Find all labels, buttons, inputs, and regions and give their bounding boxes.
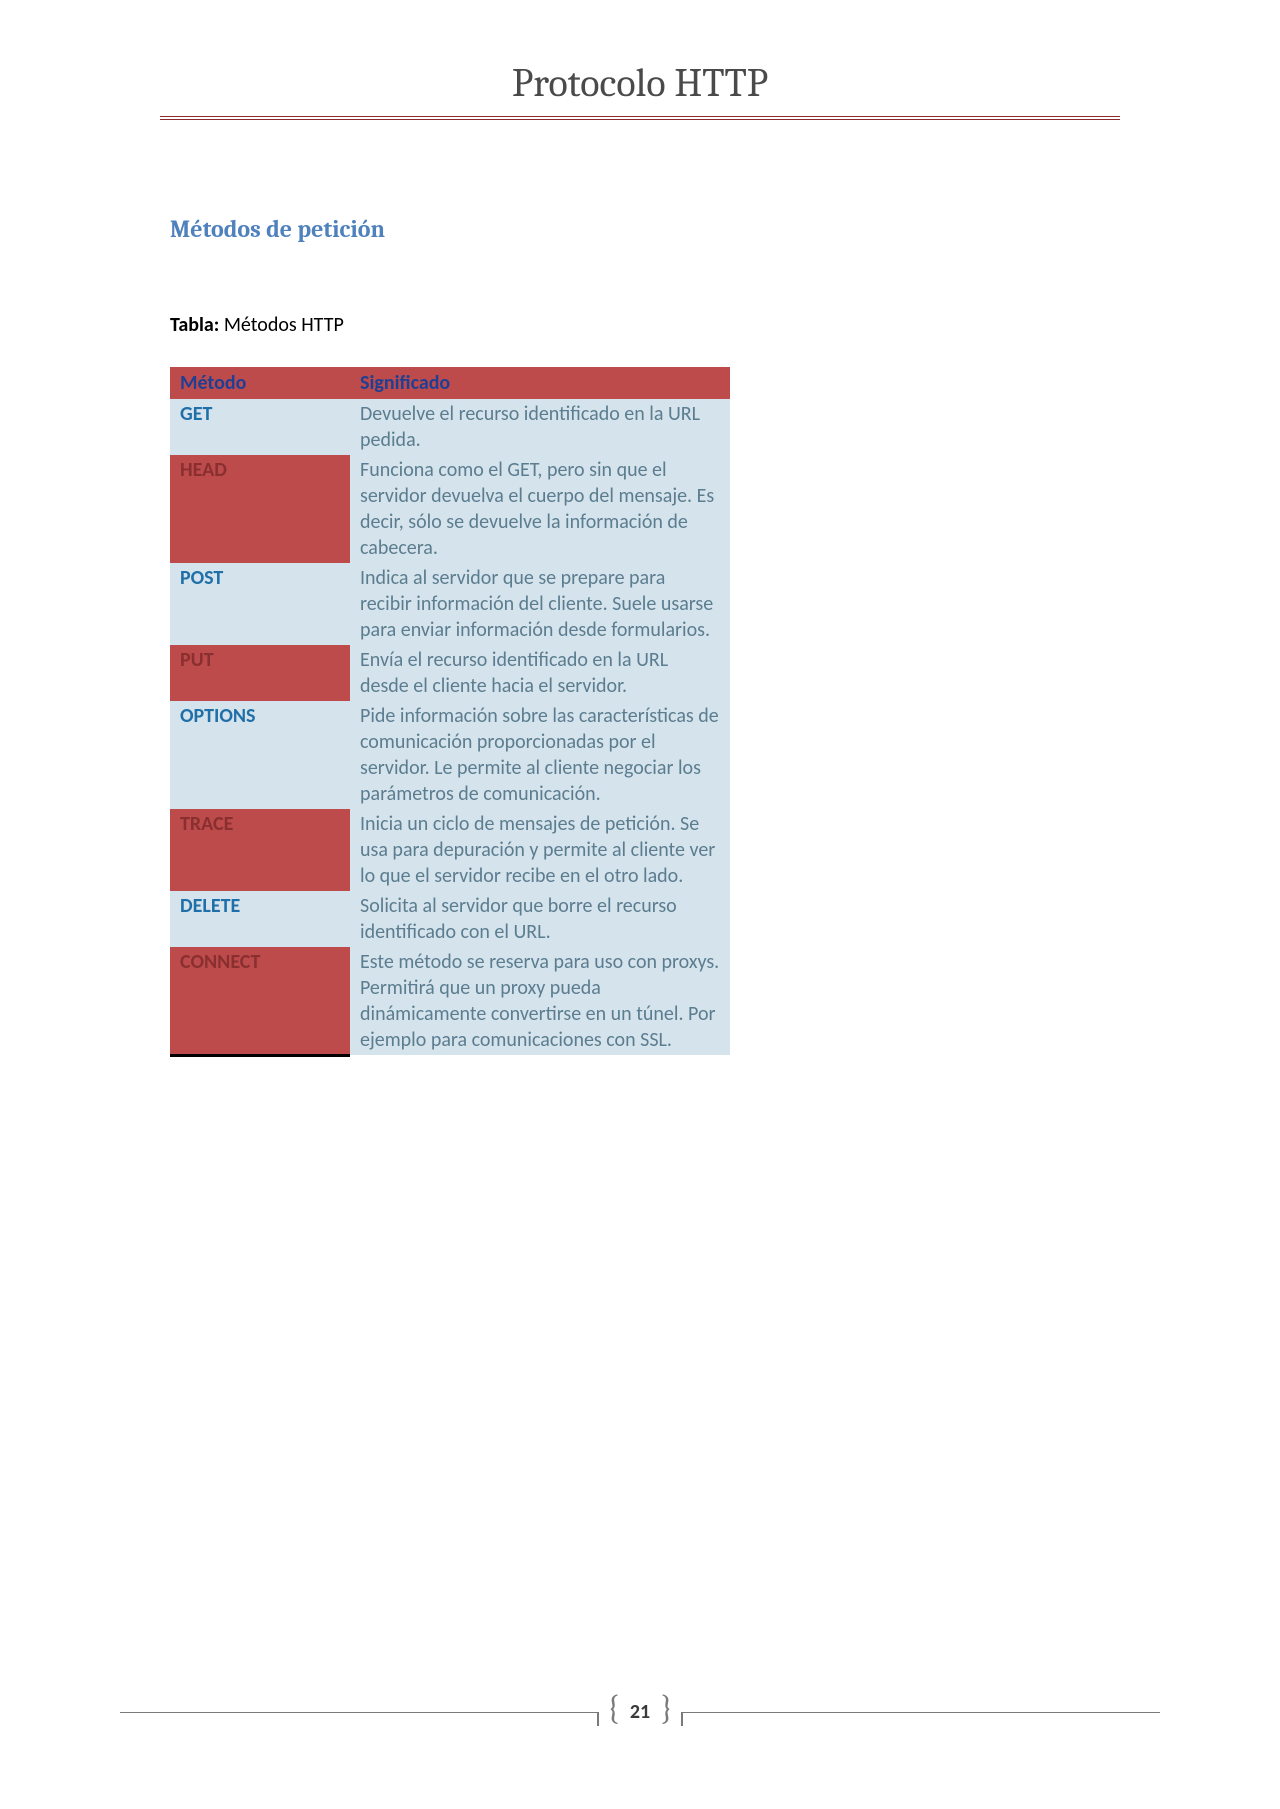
header-meaning: Significado <box>350 367 730 399</box>
table-caption: Tabla: Métodos HTTP <box>170 313 1160 337</box>
table-header-row: Método Significado <box>170 367 730 399</box>
method-cell: OPTIONS <box>170 701 350 809</box>
table-row: CONNECT Este método se reserva para uso … <box>170 947 730 1055</box>
table-caption-label: Tabla: <box>170 313 219 337</box>
table-body: GET Devuelve el recurso identificado en … <box>170 399 730 1055</box>
desc-cell: Envía el recurso identificado en la URL … <box>350 645 730 701</box>
page-number: 21 <box>620 1700 660 1724</box>
desc-cell: Devuelve el recurso identificado en la U… <box>350 399 730 455</box>
desc-cell: Funciona como el GET, pero sin que el se… <box>350 455 730 563</box>
table-row: OPTIONS Pide información sobre las carac… <box>170 701 730 809</box>
section-heading: Métodos de petición <box>170 215 1160 243</box>
table-row: POST Indica al servidor que se prepare p… <box>170 563 730 645</box>
footer-line-left <box>120 1712 599 1713</box>
header-method: Método <box>170 367 350 399</box>
desc-cell: Este método se reserva para uso con prox… <box>350 947 730 1055</box>
page-number-wrap: { 21 } <box>599 1695 682 1729</box>
method-cell: TRACE <box>170 809 350 891</box>
bracket-right-icon: } <box>660 1691 673 1725</box>
table-row: PUT Envía el recurso identificado en la … <box>170 645 730 701</box>
document-page: Protocolo HTTP Métodos de petición Tabla… <box>0 0 1280 1809</box>
footer-line-right <box>681 1712 1160 1713</box>
table-row: DELETE Solicita al servidor que borre el… <box>170 891 730 947</box>
table-row: TRACE Inicia un ciclo de mensajes de pet… <box>170 809 730 891</box>
title-underline <box>160 116 1120 120</box>
page-footer: { 21 } <box>120 1695 1160 1729</box>
desc-cell: Solicita al servidor que borre el recurs… <box>350 891 730 947</box>
table-row: HEAD Funciona como el GET, pero sin que … <box>170 455 730 563</box>
method-cell: HEAD <box>170 455 350 563</box>
desc-cell: Pide información sobre las característic… <box>350 701 730 809</box>
method-cell: DELETE <box>170 891 350 947</box>
table-caption-text: Métodos HTTP <box>219 313 343 337</box>
method-cell: POST <box>170 563 350 645</box>
http-methods-table: Método Significado GET Devuelve el recur… <box>170 367 730 1057</box>
method-cell: GET <box>170 399 350 455</box>
method-cell: CONNECT <box>170 947 350 1055</box>
document-title: Protocolo HTTP <box>120 60 1160 106</box>
desc-cell: Indica al servidor que se prepare para r… <box>350 563 730 645</box>
method-cell: PUT <box>170 645 350 701</box>
table-row: GET Devuelve el recurso identificado en … <box>170 399 730 455</box>
bracket-left-icon: { <box>607 1691 620 1725</box>
desc-cell: Inicia un ciclo de mensajes de petición.… <box>350 809 730 891</box>
